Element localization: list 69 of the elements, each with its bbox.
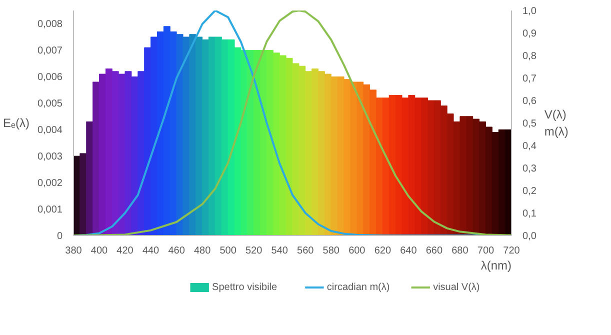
bar xyxy=(214,36,222,236)
y2-tick-label: 0,2 xyxy=(522,186,537,197)
x-tick-label: 600 xyxy=(348,246,366,256)
x-tick-label: 540 xyxy=(271,246,288,256)
y2-tick-label: 0,4 xyxy=(522,141,537,152)
y2-tick-label: 0,3 xyxy=(522,164,537,174)
y2-tick-label: 0,9 xyxy=(522,28,537,40)
y-axis-title: Eₑ(λ) xyxy=(3,116,30,130)
x-tick-label: 420 xyxy=(116,246,134,256)
y-tick-label: 0,001 xyxy=(37,204,63,216)
x-axis-title: λ(nm) xyxy=(480,258,512,272)
y-tick-label: 0,004 xyxy=(37,125,63,136)
y-tick-label: 0,006 xyxy=(37,72,63,84)
y2-tick-label: 0,5 xyxy=(522,118,537,130)
x-tick-label: 460 xyxy=(168,246,186,256)
x-tick-label: 480 xyxy=(194,246,212,256)
bar xyxy=(370,90,376,236)
x-tick-label: 400 xyxy=(90,246,108,256)
bar xyxy=(189,34,196,236)
x-tick-label: 520 xyxy=(246,246,263,256)
y-tick-label: 0,005 xyxy=(37,98,63,110)
y-tick-label: 0,002 xyxy=(37,178,63,190)
y2-tick-label: 0,6 xyxy=(522,96,537,107)
y2-tick-label: 0,1 xyxy=(522,208,537,220)
y2-tick-label: 0,8 xyxy=(522,51,537,62)
bar xyxy=(131,76,138,236)
bar xyxy=(202,39,210,236)
y2-tick-label: 1,0 xyxy=(522,6,537,17)
bar xyxy=(363,84,370,236)
y-tick-label: 0,003 xyxy=(37,152,63,163)
y-tick-label: 0 xyxy=(56,231,63,242)
bar xyxy=(266,50,274,236)
bar xyxy=(196,36,203,236)
bar xyxy=(176,34,184,236)
legend-label: visual V(λ) xyxy=(433,282,480,293)
bar xyxy=(124,71,132,236)
bar xyxy=(221,39,228,236)
y2-tick-label: 0,7 xyxy=(522,74,537,84)
bar xyxy=(376,98,383,236)
bar xyxy=(86,121,94,236)
bar xyxy=(492,132,499,236)
x-tick-label: 720 xyxy=(503,246,520,256)
x-tick-label: 500 xyxy=(220,246,237,256)
y-tick-label: 0,007 xyxy=(37,46,63,57)
bar xyxy=(182,36,190,236)
bar xyxy=(472,118,480,236)
bar xyxy=(80,153,87,236)
y-tick-label: 0,008 xyxy=(37,19,63,30)
y2-tick-label: 0,0 xyxy=(522,231,537,242)
bar xyxy=(286,58,293,236)
x-tick-label: 700 xyxy=(477,246,495,256)
bar xyxy=(208,36,216,236)
x-tick-label: 580 xyxy=(322,246,340,256)
bar xyxy=(485,126,492,236)
x-tick-label: 560 xyxy=(297,246,314,256)
x-tick-label: 660 xyxy=(426,246,443,256)
x-tick-label: 680 xyxy=(452,246,469,256)
legend-label: Spettro visibile xyxy=(212,282,278,293)
bar xyxy=(504,129,512,236)
legend-label: circadian m(λ) xyxy=(326,282,390,293)
y2-axis-title: V(λ) m(λ) xyxy=(544,108,568,138)
x-tick-label: 380 xyxy=(65,246,82,256)
x-tick-label: 620 xyxy=(374,246,392,256)
bar xyxy=(272,52,280,236)
bar xyxy=(234,47,242,236)
bar xyxy=(92,82,100,236)
x-tick-label: 640 xyxy=(400,246,418,256)
x-tick-label: 440 xyxy=(142,246,160,256)
bar xyxy=(479,121,486,236)
